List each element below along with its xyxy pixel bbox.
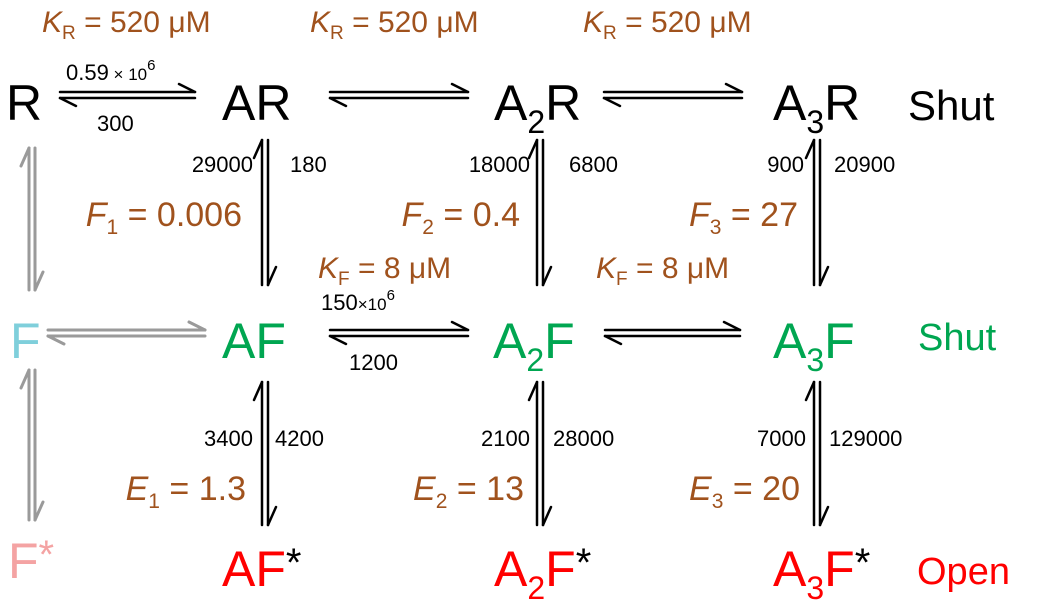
- state-ar: AR: [222, 75, 291, 131]
- open-arrow-1-up-barb: [252, 380, 264, 402]
- bind-arrow-f-af-backward-barb: [46, 334, 66, 346]
- flip-arrow-3-down-barb: [818, 265, 830, 287]
- state-afstar: AF*: [222, 541, 301, 597]
- flip-arrow-2-up-barb: [527, 138, 539, 160]
- bind-arrow-a2f-a3f-backward-barb: [603, 334, 623, 346]
- row-label-resting: Shut: [908, 82, 995, 129]
- open-arrow-2-down-barb: [541, 505, 553, 527]
- kr-label-1: KR = 520 μM: [42, 6, 211, 44]
- bind-arrow-a2f-a3f-forward-barb: [722, 320, 742, 332]
- state-a3f: A3F: [773, 313, 855, 378]
- row-open: F* AF* A2F* A3F* Open: [8, 533, 1010, 603]
- affinity-kr-labels: KR = 520 μM KR = 520 μM KR = 520 μM: [42, 6, 752, 44]
- bind-arrow-ar-a2r-backward-barb: [328, 96, 348, 108]
- bind-arrow-af-a2f-forward-barb: [450, 320, 470, 332]
- opening-rate-labels: 3400 4200 2100 28000 7000 129000: [204, 426, 902, 451]
- flip-arrow-2-down-barb: [541, 265, 553, 287]
- flip-constant-2: F2 = 0.4: [402, 196, 520, 239]
- open-arrow-2-up-barb: [527, 380, 539, 402]
- kr-label-3: KR = 520 μM: [583, 6, 752, 44]
- flipping-rate-labels: 29000 180 18000 6800 900 20900: [192, 152, 895, 177]
- bind-arrow-f-af-forward-barb: [187, 320, 207, 332]
- flip-rate-forward-2: 18000: [469, 152, 530, 177]
- flip-rate-forward-1: 29000: [192, 152, 253, 177]
- state-f: F: [10, 313, 41, 369]
- binding-rate-labels: 0.59 × 106 300 150×106 1200: [66, 57, 398, 375]
- row-resting: R AR A2R A3R Shut: [6, 75, 995, 140]
- opening-constants: E1 = 1.3 E2 = 13 E3 = 20: [126, 470, 800, 513]
- state-fstar: F*: [8, 533, 54, 589]
- open-constant-3: E3 = 20: [689, 470, 800, 513]
- open-arrow-3-up-barb: [804, 380, 816, 402]
- open-arrow-unliganded-down-barb: [33, 500, 45, 522]
- flip-arrow-3-up-barb: [804, 138, 816, 160]
- state-a3r: A3R: [773, 75, 860, 140]
- rate-flipped-on: 150×106: [321, 287, 395, 315]
- bind-arrow-ar-a2r-forward-barb: [450, 82, 470, 94]
- open-rate-forward-3: 7000: [757, 426, 806, 451]
- kr-label-2: KR = 520 μM: [310, 6, 479, 44]
- state-r: R: [6, 75, 42, 131]
- state-a2r: A2R: [494, 75, 581, 140]
- unliganded-arrows: [19, 146, 207, 522]
- open-constant-1: E1 = 1.3: [126, 470, 246, 513]
- state-af: AF: [222, 313, 286, 369]
- open-rate-backward-2: 28000: [553, 426, 614, 451]
- open-rate-forward-1: 3400: [204, 426, 253, 451]
- rate-resting-on: 0.59 × 106: [66, 57, 155, 85]
- row-label-open: Open: [917, 551, 1010, 593]
- open-rate-backward-3: 129000: [829, 426, 902, 451]
- flip-rate-backward-3: 20900: [834, 152, 895, 177]
- rate-flipped-off: 1200: [349, 350, 398, 375]
- state-a2fstar: A2F*: [494, 541, 591, 603]
- open-arrow-unliganded-up-barb: [19, 368, 31, 390]
- flip-rate-backward-1: 180: [290, 152, 327, 177]
- flip-arrow-unliganded-up-barb: [19, 146, 31, 168]
- affinity-kf-labels: KF = 8 μM KF = 8 μM: [318, 252, 729, 290]
- row-flipped: F AF A2F A3F Shut: [10, 313, 997, 378]
- state-a3fstar: A3F*: [773, 541, 870, 603]
- rate-resting-off: 300: [97, 111, 134, 136]
- row-label-flipped: Shut: [918, 317, 997, 359]
- open-arrow-1-down-barb: [266, 505, 278, 527]
- flip-arrow-unliganded-down-barb: [33, 270, 45, 292]
- equilibrium-arrows: [58, 82, 830, 527]
- bind-arrow-r-ar-backward-barb: [58, 96, 78, 108]
- open-rate-forward-2: 2100: [481, 426, 530, 451]
- flipping-constants: F1 = 0.006 F2 = 0.4 F3 = 27: [86, 196, 798, 239]
- state-a2f: A2F: [493, 313, 575, 378]
- bind-arrow-r-ar-forward-barb: [177, 82, 197, 94]
- flip-rate-forward-3: 900: [767, 152, 804, 177]
- open-rate-backward-1: 4200: [275, 426, 324, 451]
- flip-arrow-1-up-barb: [252, 138, 264, 160]
- flip-constant-3: F3 = 27: [689, 196, 798, 239]
- bind-arrow-af-a2f-backward-barb: [328, 334, 348, 346]
- kf-label-2: KF = 8 μM: [596, 252, 729, 290]
- bind-arrow-a2r-a3r-forward-barb: [724, 82, 744, 94]
- kf-label-1: KF = 8 μM: [318, 252, 451, 290]
- flip-constant-1: F1 = 0.006: [86, 196, 242, 239]
- bind-arrow-a2r-a3r-backward-barb: [602, 96, 622, 108]
- open-constant-2: E2 = 13: [413, 470, 524, 513]
- open-arrow-3-down-barb: [818, 505, 830, 527]
- flip-rate-backward-2: 6800: [569, 152, 618, 177]
- flip-arrow-1-down-barb: [266, 265, 278, 287]
